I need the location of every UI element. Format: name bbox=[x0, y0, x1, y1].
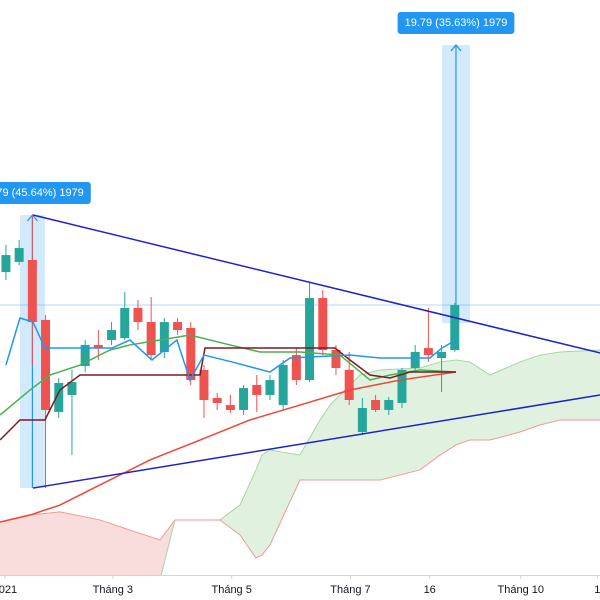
candle-body bbox=[410, 351, 420, 368]
cloud-fill bbox=[469, 361, 491, 441]
candle-body bbox=[120, 308, 130, 339]
plot-area: 19.79 (45.64%) 1979 19.79 (35.63%) 1979 bbox=[0, 11, 600, 575]
indicator-line bbox=[5, 317, 457, 382]
cloud-fill bbox=[520, 355, 540, 433]
candle-body bbox=[186, 327, 196, 381]
candle-body bbox=[159, 322, 169, 352]
candle-body bbox=[93, 344, 103, 349]
cloud-fill bbox=[99, 519, 130, 575]
candle-body bbox=[27, 259, 37, 323]
candle-body bbox=[357, 408, 367, 433]
cloud-fill bbox=[379, 367, 420, 481]
candle-body bbox=[278, 365, 288, 406]
indicator-line bbox=[0, 334, 457, 416]
cloud-fill bbox=[490, 361, 520, 441]
candle-body bbox=[450, 305, 460, 350]
cloud-fill bbox=[269, 450, 300, 545]
candle-body bbox=[344, 369, 354, 400]
cloud-fill bbox=[419, 361, 440, 470]
candle-body bbox=[146, 322, 156, 356]
candle-body bbox=[423, 348, 433, 356]
x-tick-label: 2021 bbox=[0, 584, 17, 596]
cloud-fill bbox=[360, 369, 380, 481]
measure-label-text: 19.79 (35.63%) 1979 bbox=[405, 17, 508, 29]
cloud-fill bbox=[299, 419, 320, 481]
measure-label-text: 19.79 (45.64%) 1979 bbox=[0, 187, 84, 199]
cloud-fill bbox=[455, 359, 470, 445]
cloud-fill bbox=[219, 505, 240, 535]
candle-body bbox=[437, 351, 447, 359]
cloud-fill bbox=[0, 515, 30, 575]
cloud-fill bbox=[261, 450, 270, 556]
cloud-fill bbox=[129, 530, 160, 575]
measure-arrow-head bbox=[26, 214, 38, 222]
candle-body bbox=[133, 308, 143, 323]
candle-body bbox=[371, 400, 381, 410]
candle-body bbox=[14, 248, 24, 262]
cloud-fill bbox=[560, 350, 600, 420]
candle-body bbox=[212, 398, 222, 403]
cloud-fill bbox=[539, 351, 560, 425]
candle-body bbox=[252, 384, 262, 395]
candle-body bbox=[305, 298, 315, 381]
candle-body bbox=[291, 355, 301, 381]
measure-label: 19.79 (35.63%) 1979 bbox=[397, 11, 515, 34]
cloud-fill bbox=[240, 469, 256, 559]
candle-body bbox=[331, 350, 341, 368]
candle-body bbox=[173, 322, 183, 331]
measure-label-box bbox=[0, 182, 91, 205]
candle-body bbox=[80, 344, 90, 367]
candle-body bbox=[239, 388, 249, 410]
candle-body bbox=[54, 383, 64, 412]
x-tick-label: Tháng 10 bbox=[498, 584, 544, 596]
x-tick-label: Tháng 7 bbox=[330, 584, 370, 596]
indicator-line bbox=[0, 347, 456, 441]
candle-body bbox=[107, 330, 117, 341]
measure-label: 19.79 (45.64%) 1979 bbox=[0, 182, 91, 205]
candle-body bbox=[67, 382, 77, 395]
x-axis: 2021 Tháng 3 Tháng 5 Tháng 7 16 Tháng 10 1 bbox=[0, 575, 600, 596]
candle-body bbox=[1, 255, 11, 273]
candle-body bbox=[384, 400, 394, 410]
candle-body bbox=[199, 369, 209, 400]
cloud-fill bbox=[330, 390, 345, 481]
x-tick-label: Tháng 5 bbox=[211, 584, 251, 596]
candle-body bbox=[225, 405, 235, 410]
cloud-span bbox=[160, 349, 600, 575]
candle-body bbox=[41, 319, 51, 410]
cloud-fill bbox=[29, 511, 60, 575]
indicator-line bbox=[32, 214, 600, 354]
candle-body bbox=[318, 298, 328, 350]
x-tick-label: 16 bbox=[424, 584, 436, 596]
x-tick-label: Tháng 3 bbox=[93, 584, 133, 596]
x-tick-label: 1 bbox=[594, 584, 600, 596]
cloud-fill bbox=[320, 405, 331, 481]
indicator-line bbox=[32, 394, 600, 489]
cloud-fill bbox=[440, 359, 456, 456]
candle-body bbox=[265, 380, 275, 395]
measure-arrow-head bbox=[450, 44, 462, 52]
indicator-line bbox=[0, 371, 457, 523]
cloud-span bbox=[0, 419, 600, 559]
cloud-fill bbox=[59, 511, 100, 575]
cloud-fill bbox=[255, 455, 262, 559]
measure-label-box bbox=[397, 11, 515, 34]
candle-body bbox=[397, 369, 407, 403]
